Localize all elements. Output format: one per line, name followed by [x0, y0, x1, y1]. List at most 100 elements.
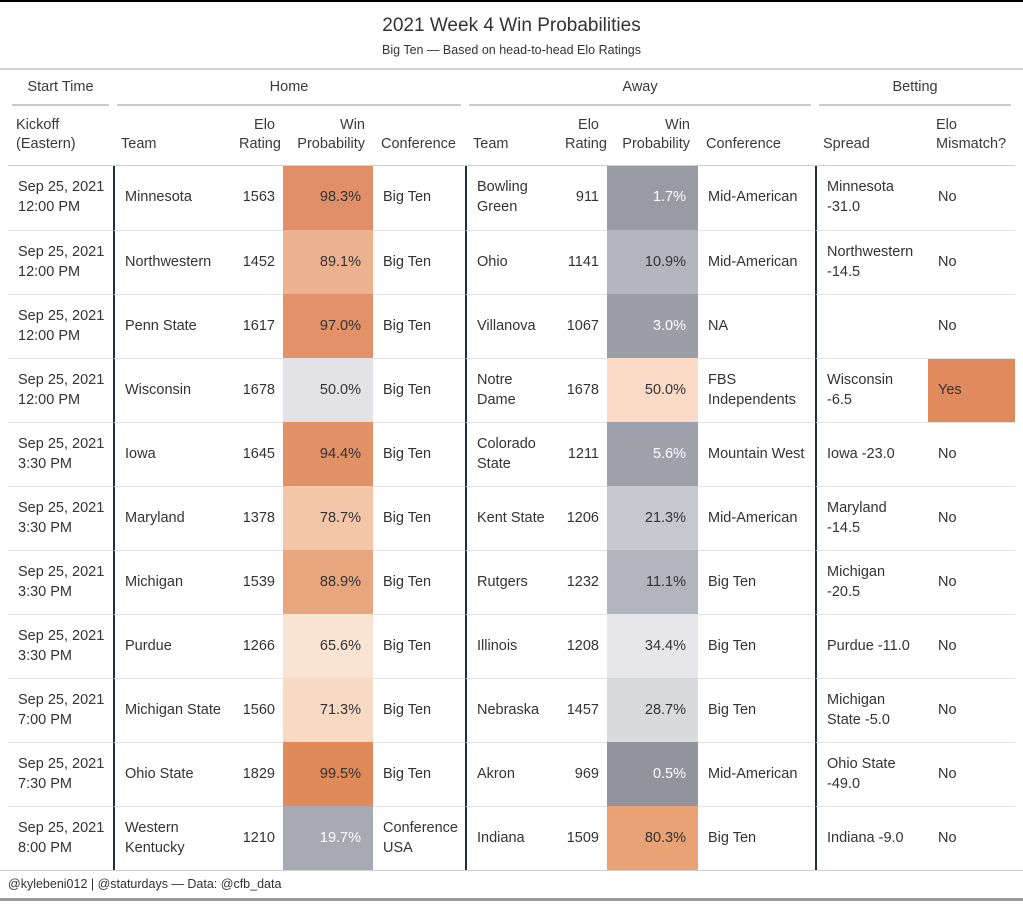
col-header-home-winprob: Win Probability: [283, 106, 373, 166]
home-elo-cell: 1829: [231, 742, 283, 806]
away-conference-cell: Mid-American: [698, 486, 816, 550]
away-conference-cell: NA: [698, 294, 816, 358]
away-winprob-cell: 0.5%: [607, 742, 698, 806]
table-top-border: [0, 0, 1023, 2]
away-elo-cell: 1141: [557, 230, 607, 294]
away-elo-cell: 1208: [557, 614, 607, 678]
away-conference-cell: Big Ten: [698, 550, 816, 614]
table-row: Sep 25, 2021 3:30 PM Michigan 1539 88.9%…: [8, 550, 1016, 614]
away-winprob-cell: 80.3%: [607, 806, 698, 870]
elo-mismatch-cell: No: [928, 486, 1016, 550]
kickoff-cell: Sep 25, 2021 8:00 PM: [8, 806, 113, 870]
home-team-cell: Western Kentucky: [113, 806, 231, 870]
elo-mismatch-cell: No: [928, 742, 1016, 806]
home-conference-cell: Conference USA: [373, 806, 465, 870]
table-row: Sep 25, 2021 7:00 PM Michigan State 1560…: [8, 678, 1016, 742]
away-elo-cell: 1067: [557, 294, 607, 358]
spanner-home: Home: [113, 70, 465, 106]
away-conference-cell: Mid-American: [698, 742, 816, 806]
win-probability-table: Start Time Home Away Betting Kickoff (Ea…: [8, 70, 1016, 870]
home-winprob-cell: 19.7%: [283, 806, 373, 870]
spanner-away: Away: [465, 70, 815, 106]
kickoff-cell: Sep 25, 2021 3:30 PM: [8, 550, 113, 614]
home-conference-cell: Big Ten: [373, 422, 465, 486]
col-header-elo-mismatch: Elo Mismatch?: [928, 106, 1016, 166]
home-team-cell: Penn State: [113, 294, 231, 358]
kickoff-cell: Sep 25, 2021 3:30 PM: [8, 486, 113, 550]
home-winprob-cell: 97.0%: [283, 294, 373, 358]
away-winprob-cell: 28.7%: [607, 678, 698, 742]
col-header-away-elo: Elo Rating: [557, 106, 607, 166]
home-team-cell: Iowa: [113, 422, 231, 486]
header-divider: [0, 68, 1023, 70]
home-elo-cell: 1210: [231, 806, 283, 870]
elo-mismatch-cell: No: [928, 230, 1016, 294]
kickoff-cell: Sep 25, 2021 7:00 PM: [8, 678, 113, 742]
home-winprob-cell: 78.7%: [283, 486, 373, 550]
away-conference-cell: Big Ten: [698, 806, 816, 870]
kickoff-cell: Sep 25, 2021 12:00 PM: [8, 294, 113, 358]
home-winprob-cell: 99.5%: [283, 742, 373, 806]
home-team-cell: Purdue: [113, 614, 231, 678]
table-row: Sep 25, 2021 12:00 PM Minnesota 1563 98.…: [8, 166, 1015, 230]
col-header-away-team: Team: [465, 106, 557, 166]
away-winprob-cell: 21.3%: [607, 486, 698, 550]
away-team-cell: Ohio: [465, 230, 557, 294]
spread-cell: Michigan State -5.0: [815, 678, 929, 742]
spanner-away-label: Away: [469, 70, 812, 106]
away-conference-cell: FBS Independents: [698, 358, 816, 422]
away-elo-cell: 1232: [557, 550, 607, 614]
away-elo-cell: 1678: [557, 358, 607, 422]
away-conference-cell: Mid-American: [698, 230, 816, 294]
away-winprob-cell: 34.4%: [607, 614, 698, 678]
home-elo-cell: 1452: [231, 230, 283, 294]
spread-cell: Northwestern -14.5: [815, 230, 929, 294]
elo-mismatch-cell: No: [928, 678, 1016, 742]
spread-cell: Minnesota -31.0: [815, 166, 928, 230]
home-elo-cell: 1539: [231, 550, 283, 614]
elo-mismatch-cell: No: [928, 806, 1016, 870]
home-conference-cell: Big Ten: [373, 294, 465, 358]
home-conference-cell: Big Ten: [373, 486, 465, 550]
source-note: @kylebeni012 | @staturdays — Data: @cfb_…: [8, 877, 282, 891]
away-team-cell: Kent State: [465, 486, 557, 550]
home-conference-cell: Big Ten: [383, 189, 432, 206]
spanner-betting-label: Betting: [819, 70, 1012, 106]
away-elo-cell: 1211: [557, 422, 607, 486]
spread-cell: Ohio State -49.0: [815, 742, 929, 806]
elo-mismatch-cell: No: [928, 614, 1016, 678]
spanner-start-time: Start Time: [8, 70, 113, 106]
spread-cell: [815, 294, 929, 358]
away-team-cell: Villanova: [465, 294, 557, 358]
away-elo-cell: 1206: [557, 486, 607, 550]
home-team-cell: Maryland: [113, 486, 231, 550]
home-conference-cell: Big Ten: [373, 230, 465, 294]
away-winprob-cell: 5.6%: [607, 422, 698, 486]
home-elo-cell: 1678: [231, 358, 283, 422]
col-header-away-winprob: Win Probability: [607, 106, 698, 166]
away-winprob-cell: 3.0%: [607, 294, 698, 358]
home-team-cell: Ohio State: [113, 742, 231, 806]
home-elo-cell: 1617: [231, 294, 283, 358]
table-row: Sep 25, 2021 8:00 PM Western Kentucky 12…: [8, 806, 1016, 870]
kickoff-cell: Sep 25, 2021 3:30 PM: [8, 422, 113, 486]
table-subtitle: Big Ten — Based on head-to-head Elo Rati…: [382, 43, 641, 57]
away-conference-cell: Mountain West: [698, 422, 816, 486]
home-conference-cell: Big Ten: [373, 358, 465, 422]
home-team-cell: Michigan: [113, 550, 231, 614]
home-elo-cell: 1645: [231, 422, 283, 486]
home-conference-cell: Big Ten: [373, 550, 465, 614]
spread-cell: Purdue -11.0: [815, 614, 929, 678]
spanner-row: Start Time Home Away Betting: [8, 70, 1015, 106]
col-header-away-conference: Conference: [698, 106, 816, 166]
home-team-cell: Northwestern: [113, 230, 231, 294]
away-elo-cell: 969: [557, 742, 607, 806]
table-row: Sep 25, 2021 12:00 PM Wisconsin 1678 50.…: [8, 358, 1016, 422]
spanner-start-time-label: Start Time: [12, 70, 109, 106]
column-header-row: Kickoff (Eastern) Team Elo Rating Win Pr…: [8, 106, 1016, 166]
kickoff-cell: Sep 25, 2021 7:30 PM: [8, 742, 113, 806]
home-winprob-cell: 94.4%: [283, 422, 373, 486]
home-conference-cell: Big Ten: [373, 678, 465, 742]
away-team-cell: Rutgers: [465, 550, 557, 614]
